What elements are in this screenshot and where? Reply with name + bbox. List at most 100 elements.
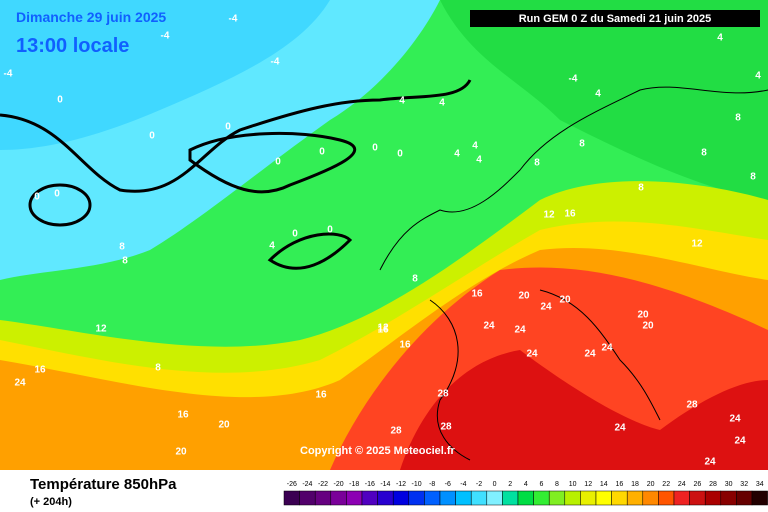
contour-label: 0 xyxy=(57,95,63,106)
scale-swatch xyxy=(424,490,441,506)
contour-label: 20 xyxy=(218,420,230,431)
contour-label: 20 xyxy=(559,295,571,306)
zero-contours xyxy=(0,79,472,270)
scale-swatch xyxy=(751,490,768,506)
color-scale: -26 -24 -22 -20 -18 -16 -14 -12 -10 -8 -6 -4 -2 0 2 4 6 8… xyxy=(283,481,768,506)
contour-label: -4 xyxy=(271,57,280,68)
contour-label: 4 xyxy=(399,96,405,107)
field-colder xyxy=(0,0,330,150)
scale-swatch xyxy=(361,490,378,506)
contour-label: 12 xyxy=(691,239,703,250)
contour-label: 24 xyxy=(483,321,495,332)
contour-label: 0 xyxy=(372,143,378,154)
contour-label: 12 xyxy=(377,323,389,334)
contour-label: 24 xyxy=(734,436,746,447)
contour-label: 0 xyxy=(275,157,281,168)
scale-swatch xyxy=(392,490,410,506)
scale-label: -24 xyxy=(302,481,312,488)
scale-swatch xyxy=(704,490,722,506)
scale-label: -10 xyxy=(412,481,422,488)
contour-label: 4 xyxy=(472,141,478,152)
contour-label: 24 xyxy=(14,378,26,389)
scale-swatch xyxy=(626,490,644,506)
scale-label: -22 xyxy=(318,481,328,488)
scale-swatch xyxy=(533,490,550,506)
scale-label: 8 xyxy=(555,481,559,488)
scale-swatch xyxy=(377,490,394,506)
scale-label: 26 xyxy=(694,481,702,488)
scale-label: -16 xyxy=(365,481,375,488)
scale-label: 10 xyxy=(569,481,577,488)
contour-label: 8 xyxy=(579,139,585,150)
contour-label: 24 xyxy=(729,414,741,425)
scale-swatch xyxy=(595,490,612,506)
contour-label: -4 xyxy=(229,14,238,25)
scale-label: 16 xyxy=(616,481,624,488)
contour-label: 20 xyxy=(175,447,187,458)
contour-label: 24 xyxy=(614,423,626,434)
scale-label: -2 xyxy=(476,481,482,488)
scale-swatch xyxy=(564,490,581,506)
contour-label: 24 xyxy=(584,349,596,360)
scale-label: 28 xyxy=(709,481,717,488)
contour-label: 16 xyxy=(564,209,576,220)
contour-label: 0 xyxy=(225,122,231,133)
contour-label: 20 xyxy=(637,310,649,321)
contour-label: 8 xyxy=(735,113,741,124)
coastlines xyxy=(379,86,768,461)
contour-label: -4 xyxy=(161,31,170,42)
scale-label: 22 xyxy=(662,481,670,488)
contour-label: 8 xyxy=(412,274,418,285)
run-info: Run GEM 0 Z du Samedi 21 juin 2025 xyxy=(519,13,712,25)
contour-label: 24 xyxy=(601,343,613,354)
scale-label: -6 xyxy=(445,481,451,488)
contour-label: -4 xyxy=(569,74,578,85)
scale-swatch xyxy=(502,490,519,506)
scale-swatch xyxy=(736,490,753,506)
scale-swatch xyxy=(455,490,472,506)
time: 13:00 locale xyxy=(16,35,129,57)
scale-swatch xyxy=(346,490,363,506)
footer-title: Température 850hPa xyxy=(30,476,177,493)
contour-line xyxy=(28,183,92,227)
contour-label: 4 xyxy=(595,89,601,100)
contour-label: 4 xyxy=(454,149,460,160)
copyright: Copyright © 2025 Meteociel.fr xyxy=(300,445,456,457)
date: Dimanche 29 juin 2025 xyxy=(16,9,166,25)
contour-label: 8 xyxy=(122,256,128,267)
contour-label: 0 xyxy=(292,229,298,240)
scale-label: 6 xyxy=(539,481,543,488)
scale-swatch xyxy=(689,490,706,506)
scale-swatch xyxy=(408,490,425,506)
scale-label: -18 xyxy=(349,481,359,488)
contour-label: 16 xyxy=(34,365,46,376)
scale-label: 30 xyxy=(725,481,733,488)
contour-label: 16 xyxy=(471,289,483,300)
scale-label: 32 xyxy=(740,481,748,488)
contour-label: 12 xyxy=(543,210,555,221)
coastline xyxy=(379,86,768,271)
scale-swatch xyxy=(330,490,347,506)
scale-swatch xyxy=(299,490,316,506)
contour-label: 8 xyxy=(701,148,707,159)
scale-label: 20 xyxy=(647,481,655,488)
scale-swatch xyxy=(658,490,675,506)
contour-labels: -4 -4 -4 -4 -4 0 0 0 0 0 0 0 0 0 0 0 4 4 4 4 4 4 4 4 4 8 8 8 8 8 8 8 8 8 1… xyxy=(4,14,762,468)
contour-label: 8 xyxy=(119,242,125,253)
coastline xyxy=(429,299,471,461)
scale-label: -4 xyxy=(460,481,466,488)
contour-label: 8 xyxy=(638,183,644,194)
scale-label: 4 xyxy=(524,481,528,488)
footer-lead: (+ 204h) xyxy=(30,496,72,508)
scale-label: -12 xyxy=(396,481,406,488)
contour-label: 0 xyxy=(327,225,333,236)
contour-label: 0 xyxy=(319,147,325,158)
contour-label: 4 xyxy=(755,71,761,82)
contour-label: 0 xyxy=(34,192,40,203)
contour-label: 0 xyxy=(397,149,403,160)
contour-label: 16 xyxy=(315,390,327,401)
scale-swatch xyxy=(611,490,628,506)
scale-swatch xyxy=(283,490,300,506)
